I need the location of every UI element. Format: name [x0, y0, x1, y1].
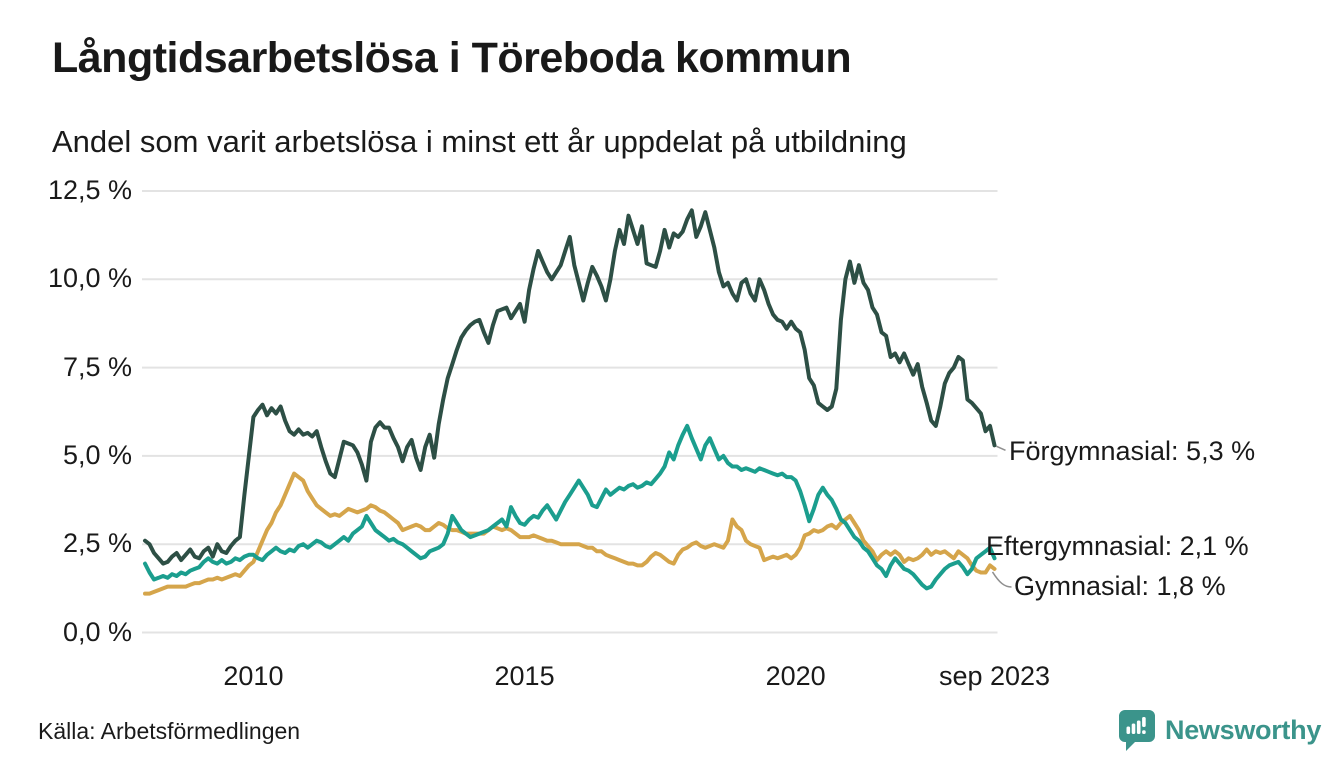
series-line-förgymnasial [143, 208, 997, 566]
label-connector-forgymnasial [996, 445, 1006, 451]
y-tick-label: 12,5 % [47, 174, 132, 205]
x-tick-label: sep 2023 [938, 661, 1051, 691]
source-note: Källa: Arbetsförmedlingen [38, 718, 301, 744]
page-title: Långtidsarbetslösa i Töreboda kommun [52, 34, 852, 82]
x-tick-label: 2020 [765, 661, 826, 691]
series-line-gymnasial [143, 471, 997, 596]
newsworthy-logo-icon [1118, 709, 1156, 752]
y-tick-label: 7,5 % [62, 351, 132, 382]
y-tick-label: 2,5 % [62, 528, 132, 559]
y-tick-label: 10,0 % [47, 263, 132, 294]
page-subtitle: Andel som varit arbetslösa i minst ett å… [52, 124, 907, 159]
newsworthy-logo: Newsworthy [1118, 708, 1321, 752]
series-end-label-eftergymnasial: Eftergymnasial: 2,1 % [986, 531, 1249, 561]
label-connector-gymnasial [991, 571, 1012, 588]
x-tick-label: 2015 [494, 661, 555, 691]
series-end-label-gymnasial: Gymnasial: 1,8 % [1014, 571, 1226, 601]
y-tick-label: 5,0 % [62, 439, 132, 470]
newsworthy-logo-text: Newsworthy [1165, 714, 1322, 745]
x-tick-label: 2010 [223, 661, 284, 691]
y-tick-label: 0,0 % [62, 616, 132, 647]
series-line-eftergymnasial [143, 423, 997, 591]
series-end-label-forgymnasial: Förgymnasial: 5,3 % [1009, 436, 1256, 466]
